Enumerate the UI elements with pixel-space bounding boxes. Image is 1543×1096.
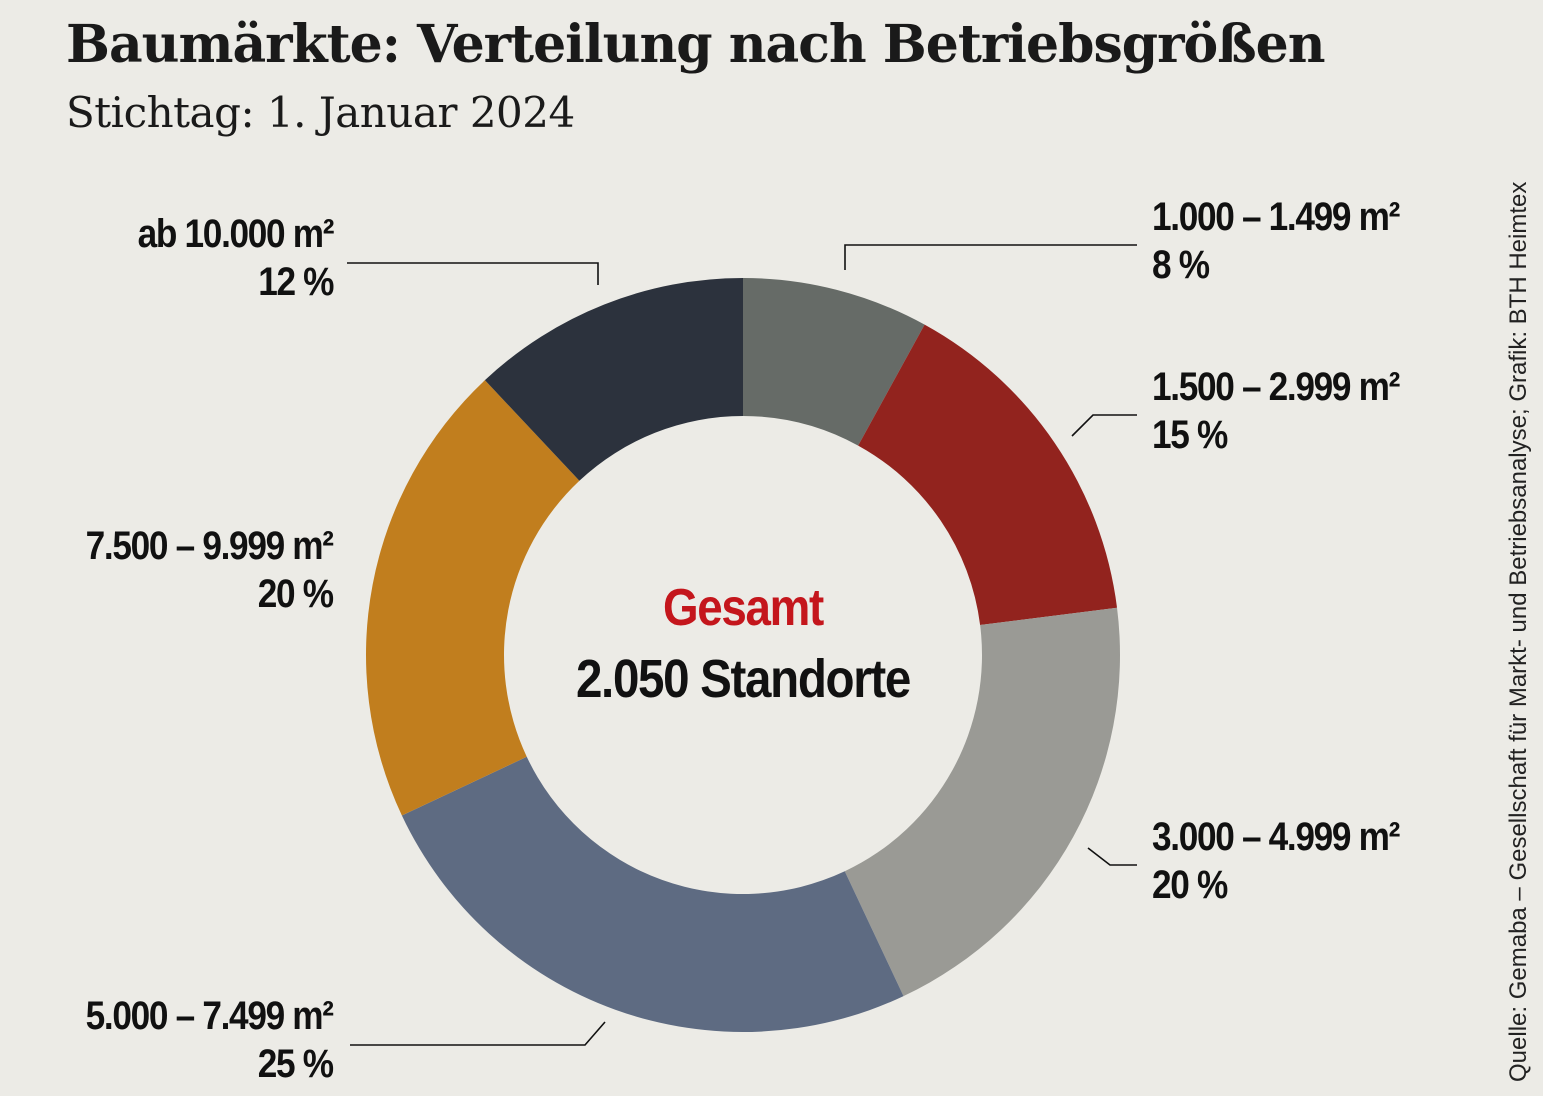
leader-line-10000 — [347, 262, 599, 285]
source-note: Quelle: Gemaba – Gesellschaft für Markt-… — [1505, 181, 1532, 1082]
slice-label-10000: ab 10.000 m² 12 % — [137, 212, 335, 304]
donut-slice-5 — [484, 278, 743, 481]
leader-line-1500 — [1071, 414, 1137, 437]
chart-title: Baumärkte: Verteilung nach Betriebsgröße… — [66, 14, 1326, 75]
donut-slice-2 — [844, 607, 1120, 997]
leader-line-5000 — [350, 1021, 606, 1046]
slice-label-5000: 5.000 – 7.499 m² 25 % — [86, 994, 334, 1086]
slice-label-3000: 3.000 – 4.999 m² 20 % — [1152, 815, 1400, 907]
chart-subtitle: Stichtag: 1. Januar 2024 — [66, 88, 575, 137]
center-label: Gesamt — [663, 579, 824, 637]
slice-label-1000: 1.000 – 1.499 m² 8 % — [1152, 195, 1400, 287]
center-value: 2.050 Standorte — [575, 649, 911, 709]
donut-slice-0 — [743, 278, 925, 446]
donut-slice-3 — [401, 756, 904, 1032]
slice-label-7500: 7.500 – 9.999 m² 20 % — [86, 524, 334, 616]
leader-line-3000 — [1087, 847, 1137, 866]
slice-label-1500: 1.500 – 2.999 m² 15 % — [1152, 365, 1400, 457]
donut-slice-1 — [858, 324, 1118, 626]
leader-line-1000 — [844, 244, 1137, 270]
donut-slice-4 — [366, 380, 580, 816]
